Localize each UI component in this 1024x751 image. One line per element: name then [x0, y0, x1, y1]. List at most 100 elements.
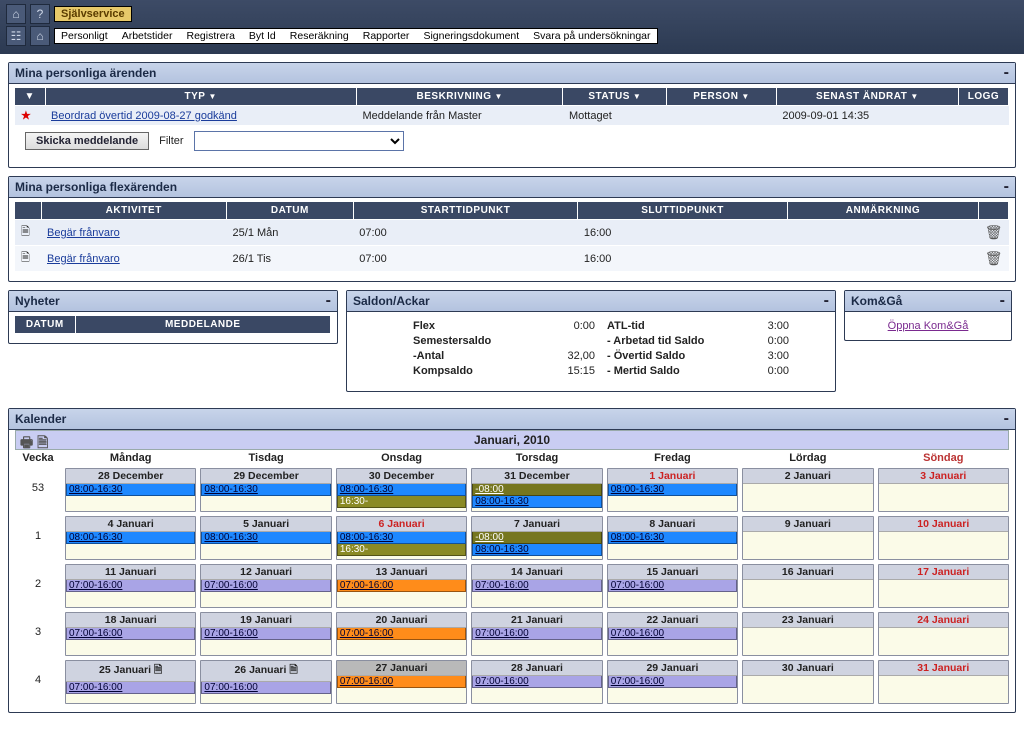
- calendar-day-cell[interactable]: 24 Januari: [878, 612, 1009, 656]
- document-icon[interactable]: 🗎: [21, 252, 30, 264]
- flex-activity-link[interactable]: Begär frånvaro: [47, 253, 120, 265]
- calendar-day-cell[interactable]: 30 December08:00-16:3016:30-: [336, 468, 467, 512]
- selfservice-button[interactable]: Självservice: [54, 6, 132, 22]
- calendar-day-cell[interactable]: 11 Januari07:00-16:00: [65, 564, 196, 608]
- note-icon[interactable]: 🗎: [154, 664, 162, 676]
- calendar-day-cell[interactable]: 2 Januari: [742, 468, 873, 512]
- calendar-day-cell[interactable]: 26 Januari 🗎07:00-16:00: [200, 660, 331, 704]
- calendar-entry[interactable]: 07:00-16:00: [608, 676, 737, 688]
- col-status[interactable]: STATUS▼: [563, 88, 667, 106]
- calendar-day-cell[interactable]: 31 December-08:0008:00-16:30: [471, 468, 602, 512]
- document-icon[interactable]: 🗎: [21, 226, 30, 238]
- calendar-entry[interactable]: 08:00-16:30: [201, 532, 330, 544]
- calendar-day-cell[interactable]: 12 Januari07:00-16:00: [200, 564, 331, 608]
- help-icon[interactable]: ?: [30, 4, 50, 24]
- calendar-entry[interactable]: 07:00-16:00: [472, 628, 601, 640]
- col-start[interactable]: STARTTIDPUNKT: [353, 202, 578, 220]
- col-datum[interactable]: DATUM: [15, 316, 75, 333]
- calendar-entry[interactable]: 08:00-16:30: [66, 532, 195, 544]
- calendar-day-cell[interactable]: 6 Januari08:00-16:3016:30-: [336, 516, 467, 560]
- calendar-entry[interactable]: 08:00-16:30: [472, 544, 601, 556]
- calendar-day-cell[interactable]: 21 Januari07:00-16:00: [471, 612, 602, 656]
- menu-personligt[interactable]: Personligt: [61, 30, 108, 42]
- errand-row[interactable]: ★ Beordrad övertid 2009-08-27 godkänd Me…: [15, 106, 1009, 126]
- calendar-day-cell[interactable]: 29 December08:00-16:30: [200, 468, 331, 512]
- menu-reserakning[interactable]: Reseräkning: [290, 30, 349, 42]
- calendar-day-cell[interactable]: 1 Januari08:00-16:30: [607, 468, 738, 512]
- calendar-entry[interactable]: -08:00: [472, 532, 601, 544]
- calendar-entry[interactable]: 07:00-16:00: [201, 682, 330, 694]
- calendar-entry[interactable]: 07:00-16:00: [608, 580, 737, 592]
- calendar-day-cell[interactable]: 18 Januari07:00-16:00: [65, 612, 196, 656]
- calendar-day-cell[interactable]: 29 Januari07:00-16:00: [607, 660, 738, 704]
- menu-arbetstider[interactable]: Arbetstider: [122, 30, 173, 42]
- calendar-day-cell[interactable]: 7 Januari-08:0008:00-16:30: [471, 516, 602, 560]
- col-aktivitet[interactable]: AKTIVITET: [41, 202, 227, 220]
- minimize-icon[interactable]: -: [1004, 68, 1009, 78]
- calendar-day-cell[interactable]: 13 Januari07:00-16:00: [336, 564, 467, 608]
- minimize-icon[interactable]: -: [1004, 414, 1009, 424]
- calendar-entry[interactable]: 08:00-16:30: [337, 484, 466, 496]
- calendar-day-cell[interactable]: 28 Januari07:00-16:00: [471, 660, 602, 704]
- calendar-entry[interactable]: 08:00-16:30: [201, 484, 330, 496]
- col-slut[interactable]: SLUTTIDPUNKT: [578, 202, 787, 220]
- minimize-icon[interactable]: -: [1000, 296, 1005, 306]
- calendar-entry[interactable]: 07:00-16:00: [337, 676, 466, 688]
- calendar-day-cell[interactable]: 5 Januari08:00-16:30: [200, 516, 331, 560]
- calendar-day-cell[interactable]: 10 Januari: [878, 516, 1009, 560]
- komga-link[interactable]: Öppna Kom&Gå: [888, 320, 969, 332]
- col-logg[interactable]: LOGG: [959, 88, 1009, 106]
- calendar-entry[interactable]: 08:00-16:30: [66, 484, 195, 496]
- trash-icon[interactable]: 🗑: [985, 250, 1003, 266]
- menu-svara[interactable]: Svara på undersökningar: [533, 30, 650, 42]
- note-icon[interactable]: 🗎: [289, 664, 297, 676]
- calendar-entry[interactable]: 07:00-16:00: [201, 580, 330, 592]
- menu-rapporter[interactable]: Rapporter: [363, 30, 410, 42]
- calendar-day-cell[interactable]: 28 December08:00-16:30: [65, 468, 196, 512]
- calendar-day-cell[interactable]: 30 Januari: [742, 660, 873, 704]
- calendar-entry[interactable]: 07:00-16:00: [66, 682, 195, 694]
- menu-signeringsdokument[interactable]: Signeringsdokument: [423, 30, 519, 42]
- col-senast[interactable]: SENAST ÄNDRAT▼: [776, 88, 958, 106]
- calendar-day-cell[interactable]: 3 Januari: [878, 468, 1009, 512]
- minimize-icon[interactable]: -: [326, 296, 331, 306]
- flex-row[interactable]: 🗎Begär frånvaro26/1 Tis07:0016:00🗑: [15, 246, 1009, 272]
- calendar-entry[interactable]: 08:00-16:30: [472, 496, 601, 508]
- minimize-icon[interactable]: -: [824, 296, 829, 306]
- menu-bytid[interactable]: Byt Id: [249, 30, 276, 42]
- calendar-day-cell[interactable]: 27 Januari07:00-16:00: [336, 660, 467, 704]
- tree-icon[interactable]: ☷: [6, 26, 26, 46]
- col-typ[interactable]: TYP▼: [45, 88, 356, 106]
- calendar-entry[interactable]: 07:00-16:00: [201, 628, 330, 640]
- print-icon[interactable]: 🖶: [20, 434, 33, 450]
- calendar-entry[interactable]: 07:00-16:00: [337, 580, 466, 592]
- col-datum[interactable]: DATUM: [227, 202, 354, 220]
- home-icon[interactable]: ⌂: [6, 4, 26, 24]
- send-message-button[interactable]: Skicka meddelande: [25, 132, 149, 150]
- calendar-entry[interactable]: 08:00-16:30: [337, 532, 466, 544]
- calendar-entry[interactable]: 16:30-: [337, 496, 466, 508]
- calendar-entry[interactable]: 07:00-16:00: [472, 676, 601, 688]
- col-medd[interactable]: MEDDELANDE: [75, 316, 331, 333]
- errand-typ-link[interactable]: Beordrad övertid 2009-08-27 godkänd: [51, 110, 237, 122]
- calendar-day-cell[interactable]: 19 Januari07:00-16:00: [200, 612, 331, 656]
- calendar-day-cell[interactable]: 8 Januari08:00-16:30: [607, 516, 738, 560]
- calendar-entry[interactable]: 08:00-16:30: [608, 484, 737, 496]
- calendar-day-cell[interactable]: 22 Januari07:00-16:00: [607, 612, 738, 656]
- calendar-entry[interactable]: 07:00-16:00: [66, 580, 195, 592]
- minimize-icon[interactable]: -: [1004, 182, 1009, 192]
- menu-registrera[interactable]: Registrera: [186, 30, 234, 42]
- col-star[interactable]: ▼: [15, 88, 45, 106]
- calendar-day-cell[interactable]: 9 Januari: [742, 516, 873, 560]
- col-person[interactable]: PERSON▼: [667, 88, 777, 106]
- calendar-entry[interactable]: -08:00: [472, 484, 601, 496]
- filter-select[interactable]: [194, 131, 404, 151]
- trash-icon[interactable]: 🗑: [985, 224, 1003, 240]
- calendar-entry[interactable]: 07:00-16:00: [608, 628, 737, 640]
- calendar-day-cell[interactable]: 25 Januari 🗎07:00-16:00: [65, 660, 196, 704]
- calendar-entry[interactable]: 16:30-: [337, 544, 466, 556]
- home2-icon[interactable]: ⌂: [30, 26, 50, 46]
- col-beskr[interactable]: BESKRIVNING▼: [356, 88, 563, 106]
- calendar-day-cell[interactable]: 4 Januari08:00-16:30: [65, 516, 196, 560]
- calendar-day-cell[interactable]: 23 Januari: [742, 612, 873, 656]
